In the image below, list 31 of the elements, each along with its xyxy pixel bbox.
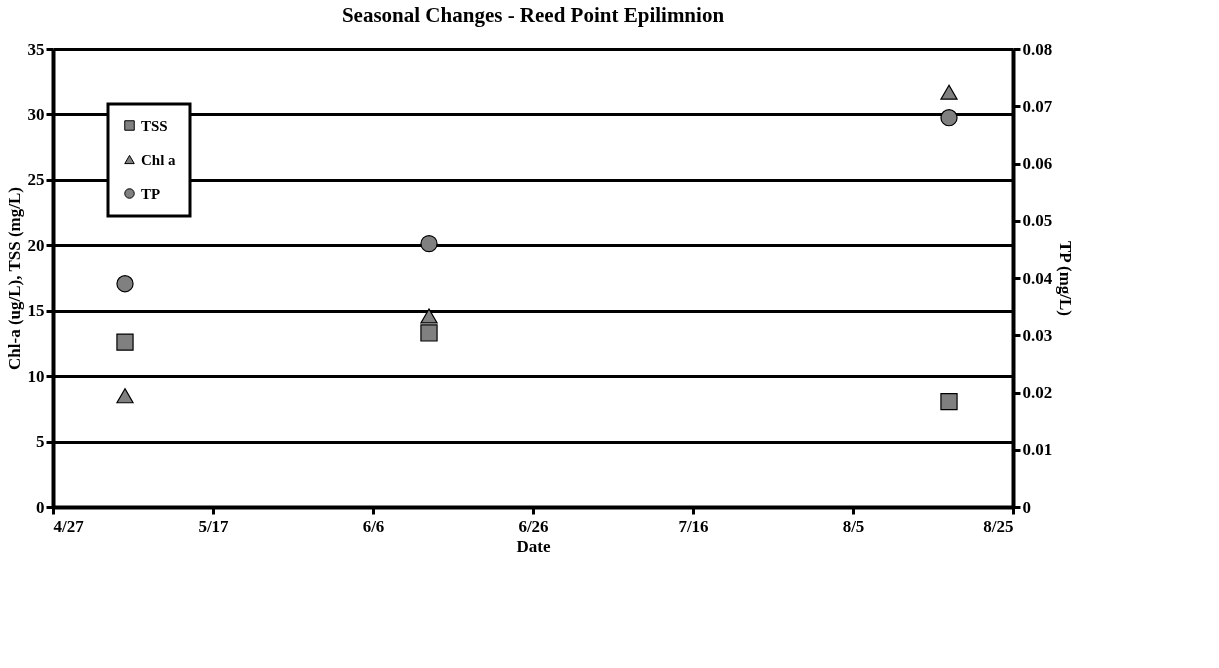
y-tick-label: 5 (36, 432, 45, 452)
y2-tick-label: 0.03 (1022, 325, 1053, 345)
y2-tick-label: 0.08 (1022, 39, 1053, 59)
y-tick-label: 10 (27, 366, 45, 386)
x-tick-label: 6/6 (362, 516, 385, 536)
x-tick-label: 8/25 (983, 516, 1014, 536)
y2-tick-label: 0.01 (1022, 440, 1053, 460)
y-axis-title: Chl-a (ug/L), TSS (mg/L) (4, 187, 24, 370)
x-tick-label: 5/17 (198, 516, 230, 536)
chart-title: Seasonal Changes - Reed Point Epilimnion (341, 3, 725, 27)
y-tick-label: 15 (27, 301, 45, 321)
legend-label: TP (141, 185, 161, 202)
y-tick-label: 0 (36, 497, 45, 517)
y-tick-label: 30 (27, 104, 45, 124)
y2-tick-label: 0.04 (1022, 268, 1053, 288)
x-tick-label: 8/5 (842, 516, 865, 536)
x-axis-title: Date (516, 536, 551, 556)
y2-axis-title: TP (mg/L) (1056, 240, 1076, 317)
y2-tick-label: 0 (1022, 497, 1031, 517)
legend-label: Chl a (141, 151, 177, 168)
x-tick-label: 7/16 (678, 516, 709, 536)
y2-tick-label: 0.02 (1022, 383, 1053, 402)
x-tick-label: 6/26 (518, 516, 549, 536)
legend-label: TSS (141, 117, 168, 134)
y2-tick-label: 0.05 (1022, 211, 1053, 231)
y-tick-label: 25 (27, 170, 45, 190)
y-tick-label: 35 (27, 39, 45, 59)
x-tick-label: 4/27 (53, 516, 85, 536)
y2-tick-label: 0.06 (1022, 154, 1053, 173)
y-tick-label: 20 (27, 235, 45, 255)
y2-tick-label: 0.07 (1022, 96, 1053, 116)
